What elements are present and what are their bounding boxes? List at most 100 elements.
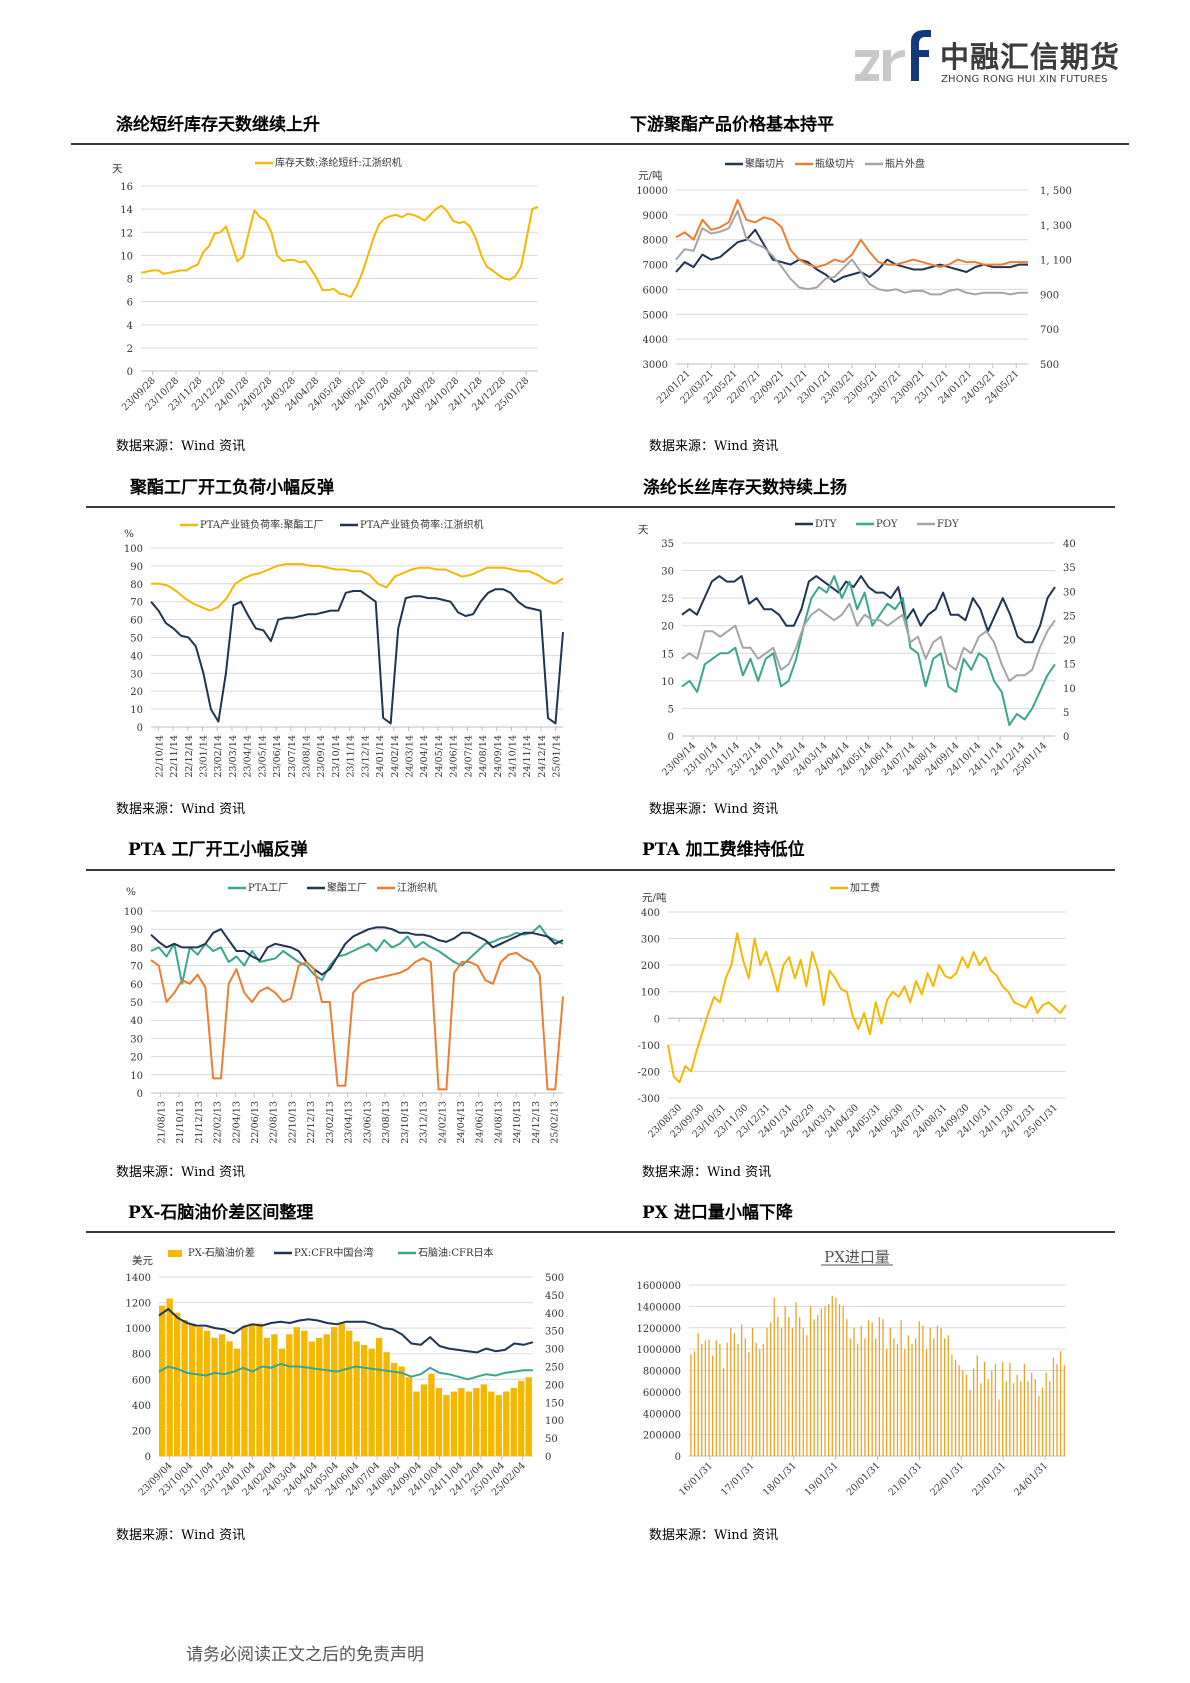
x-tick-label: 23/02/13: [325, 1101, 336, 1144]
x-tick-label: 24/08/14: [478, 735, 489, 778]
y-tick-label: 50: [130, 998, 143, 1009]
bar: [759, 1349, 761, 1456]
bar: [196, 1327, 203, 1456]
y-tick-label: 1600000: [636, 1281, 681, 1292]
x-tick-label: 21/10/13: [175, 1101, 186, 1144]
x-tick-label: 23/01/14: [199, 735, 210, 778]
bar: [994, 1364, 997, 1456]
y-tick-label: 1400000: [636, 1302, 681, 1313]
y-tick-label: 14: [120, 205, 133, 216]
y2-tick-label: 30: [1063, 587, 1076, 598]
bar: [159, 1305, 166, 1456]
bar: [308, 1341, 315, 1456]
chart-1: 024681012141623/09/2823/10/2823/11/2823/…: [112, 156, 539, 413]
data-source: 数据来源：Wind 资讯: [116, 802, 246, 817]
y2-tick-label: 35: [1063, 563, 1076, 574]
x-tick-label: 23/08/13: [381, 1101, 392, 1144]
logo-mark: [855, 28, 935, 88]
bar: [1009, 1363, 1011, 1456]
disclaimer-footer: 请务必阅读正文之后的免责声明: [186, 1645, 424, 1665]
bar: [495, 1395, 502, 1456]
y-unit-label: %: [126, 886, 136, 898]
series-line: [140, 204, 539, 298]
bar: [875, 1338, 877, 1456]
chart-4: 05101520253035051015202530354023/09/1423…: [638, 519, 1076, 778]
bar: [766, 1327, 768, 1456]
bar: [860, 1325, 862, 1456]
x-tick-label: 24/02/14: [390, 735, 401, 778]
zrf-logo-icon: [855, 30, 931, 81]
y-tick-label: 0: [127, 367, 133, 378]
bar: [835, 1297, 837, 1456]
bar: [762, 1343, 765, 1456]
data-source: 数据来源：Wind 资讯: [116, 439, 246, 454]
y-tick-label: 10: [130, 705, 143, 716]
y-tick-label: 60: [130, 980, 143, 991]
y-tick-label: 400: [132, 1401, 151, 1412]
bar: [708, 1339, 710, 1456]
y-tick-label: 100: [124, 907, 143, 918]
y-tick-label: 100: [124, 544, 143, 555]
bar: [301, 1330, 308, 1456]
chart-5: 0 10 20 30 40 50 60 70 80 90 100 21/08/13 21/10/13 21…: [124, 881, 564, 1144]
y-tick-label: 3000: [643, 360, 668, 371]
y-tick-label: 80: [130, 943, 143, 954]
bar: [969, 1389, 971, 1456]
bar: [867, 1320, 870, 1456]
bar: [965, 1374, 968, 1456]
bar: [1005, 1381, 1007, 1456]
y-tick-label: 4000: [643, 335, 668, 346]
y-tick-label: 400: [641, 908, 660, 919]
x-tick-label: 23/10/14: [331, 735, 342, 778]
x-tick-label: 20/01/31: [845, 1460, 883, 1498]
y2-tick-label: 100: [545, 1416, 564, 1427]
bar: [722, 1368, 725, 1456]
y-tick-label: 800000: [643, 1367, 681, 1378]
divider: [86, 869, 1115, 871]
y-tick-label: 30: [661, 567, 674, 578]
bar: [980, 1383, 982, 1456]
bar: [849, 1338, 852, 1456]
series-line: [675, 209, 1028, 296]
chart-6: -300-200-100010020030040023/08/3023/09/3…: [638, 881, 1067, 1140]
legend-label: 瓶级切片: [815, 157, 855, 170]
bar: [751, 1327, 754, 1456]
bar: [390, 1362, 398, 1456]
y-tick-label: 300: [641, 935, 660, 946]
legend-label: 聚酯工厂: [327, 882, 367, 894]
x-tick-label: 24/11/14: [522, 735, 533, 778]
bar: [820, 1308, 823, 1456]
y-tick-label: -200: [638, 1067, 660, 1078]
bar: [998, 1399, 1000, 1456]
bar: [904, 1349, 906, 1456]
bar: [1045, 1372, 1047, 1456]
y2-tick-label: 1, 500: [1040, 186, 1072, 197]
logo-name-cn: 中融汇信期货: [940, 40, 1121, 74]
bar: [263, 1337, 271, 1456]
y-tick-label: 600: [132, 1375, 151, 1386]
y2-tick-label: 200: [545, 1380, 564, 1391]
bar: [780, 1327, 783, 1456]
bar: [824, 1306, 826, 1456]
bar: [1020, 1381, 1022, 1456]
y-tick-label: 5: [668, 704, 674, 715]
bar: [809, 1306, 812, 1456]
x-tick-label: 22/10/14: [154, 735, 165, 778]
x-tick-label: 22/12/14: [184, 735, 195, 778]
bar: [864, 1338, 866, 1456]
data-source: 数据来源：Wind 资讯: [649, 1528, 779, 1543]
y-tick-label: 9000: [643, 211, 668, 222]
y2-tick-label: 250: [545, 1363, 564, 1374]
y-tick-label: 6000: [643, 285, 668, 296]
chart-2: 3000 4000 5000 6000 7000 8000 9000 10000 500 700 9…: [636, 157, 1072, 406]
y-tick-label: 20: [130, 1053, 143, 1064]
y2-tick-label: 300: [545, 1345, 564, 1356]
x-tick-label: 22/08/13: [269, 1101, 280, 1144]
series-line: [681, 602, 1056, 682]
y-tick-label: 20: [130, 687, 143, 698]
y2-tick-label: 20: [1063, 636, 1076, 647]
y-tick-label: 80: [130, 580, 143, 591]
bar: [1034, 1379, 1036, 1456]
y-tick-label: 70: [130, 962, 143, 973]
y-tick-label: 0: [675, 1452, 681, 1463]
